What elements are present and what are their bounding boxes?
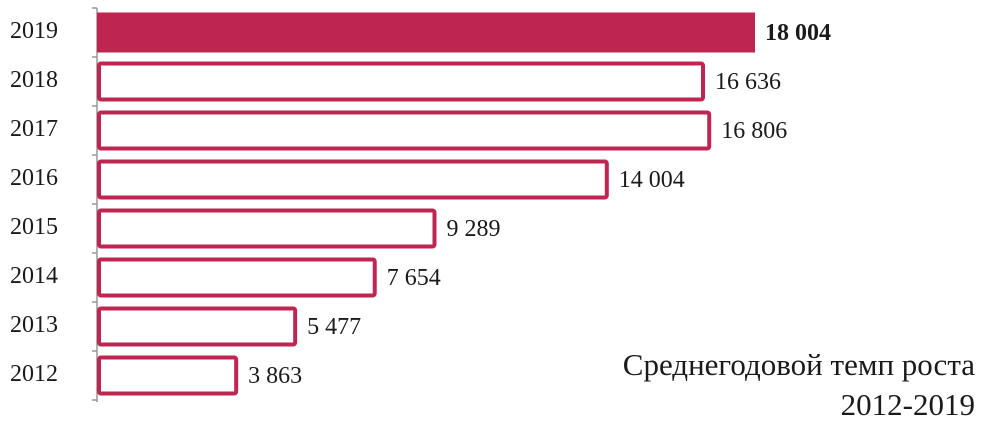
y-tick-label: 2012 bbox=[10, 361, 58, 387]
value-label: 5 477 bbox=[307, 314, 361, 340]
annotation: Среднегодовой темп роста bbox=[623, 347, 975, 382]
y-tick-label: 2013 bbox=[10, 312, 58, 338]
y-tick-label: 2014 bbox=[10, 263, 58, 289]
bar bbox=[97, 159, 609, 200]
y-tick-label: 2017 bbox=[10, 116, 58, 142]
bar bbox=[97, 306, 298, 347]
bar bbox=[97, 110, 712, 151]
y-tick-label: 2018 bbox=[10, 67, 58, 93]
y-tick-label: 2015 bbox=[10, 214, 58, 240]
bar bbox=[97, 61, 706, 102]
y-tick-label: 2019 bbox=[10, 18, 58, 44]
bar bbox=[97, 257, 377, 298]
bar bbox=[97, 12, 755, 53]
value-label: 7 654 bbox=[387, 265, 441, 291]
value-label: 16 806 bbox=[721, 118, 787, 144]
value-label: 9 289 bbox=[446, 216, 500, 242]
bar bbox=[97, 355, 239, 396]
value-label: 3 863 bbox=[248, 363, 302, 389]
value-label: 16 636 bbox=[715, 69, 781, 95]
value-label: 18 004 bbox=[765, 20, 831, 46]
y-tick-label: 2016 bbox=[10, 165, 58, 191]
value-label: 14 004 bbox=[619, 167, 685, 193]
bar bbox=[97, 208, 437, 249]
annotation: 2012-2019 bbox=[841, 387, 975, 422]
